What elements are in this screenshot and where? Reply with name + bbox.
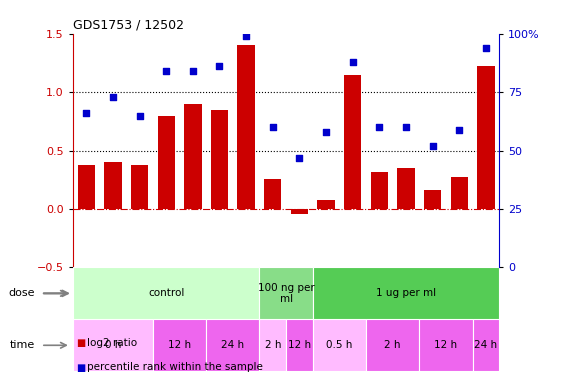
Text: 12 h: 12 h <box>288 340 311 350</box>
Bar <box>237 45 255 209</box>
Text: 2 h: 2 h <box>384 340 401 350</box>
Bar <box>450 177 468 209</box>
Bar <box>472 320 499 371</box>
Point <box>481 45 490 51</box>
Bar <box>313 320 366 371</box>
Text: 1 ug per ml: 1 ug per ml <box>376 288 436 298</box>
Point <box>402 124 411 130</box>
Point <box>295 154 304 160</box>
Bar <box>73 267 259 320</box>
Point <box>215 63 224 69</box>
Point <box>135 112 144 118</box>
Point <box>268 124 277 130</box>
Point <box>82 110 91 116</box>
Bar <box>104 162 122 209</box>
Bar <box>131 165 148 209</box>
Text: GDS1753 / 12502: GDS1753 / 12502 <box>73 18 184 31</box>
Text: 100 ng per
ml: 100 ng per ml <box>257 283 315 304</box>
Text: 24 h: 24 h <box>475 340 498 350</box>
Point <box>321 129 330 135</box>
Text: 0 h: 0 h <box>105 340 121 350</box>
Bar <box>366 320 420 371</box>
Bar <box>184 104 201 209</box>
Text: percentile rank within the sample: percentile rank within the sample <box>87 363 263 372</box>
Bar <box>286 320 313 371</box>
Text: 2 h: 2 h <box>265 340 281 350</box>
Bar <box>397 168 415 209</box>
Bar <box>344 75 361 209</box>
Bar <box>313 267 499 320</box>
Bar <box>259 267 313 320</box>
Text: 12 h: 12 h <box>434 340 458 350</box>
Bar <box>158 116 175 209</box>
Point <box>428 143 437 149</box>
Text: log2 ratio: log2 ratio <box>87 338 137 348</box>
Point <box>242 33 251 39</box>
Bar <box>73 320 153 371</box>
Point <box>348 59 357 65</box>
Text: 12 h: 12 h <box>168 340 191 350</box>
Text: dose: dose <box>8 288 35 298</box>
Bar <box>420 320 472 371</box>
Bar <box>211 110 228 209</box>
Bar <box>424 190 442 209</box>
Text: control: control <box>148 288 185 298</box>
Text: ■: ■ <box>76 338 85 348</box>
Point <box>188 68 197 74</box>
Bar <box>153 320 206 371</box>
Point <box>108 94 117 100</box>
Text: time: time <box>10 340 35 350</box>
Bar <box>371 172 388 209</box>
Point <box>455 126 464 132</box>
Bar <box>477 66 495 209</box>
Point <box>375 124 384 130</box>
Bar <box>206 320 259 371</box>
Text: 0.5 h: 0.5 h <box>326 340 353 350</box>
Bar <box>259 320 286 371</box>
Bar <box>77 165 95 209</box>
Text: 24 h: 24 h <box>221 340 245 350</box>
Bar <box>264 178 282 209</box>
Bar <box>318 200 335 209</box>
Text: ■: ■ <box>76 363 85 372</box>
Point <box>162 68 171 74</box>
Bar <box>291 209 308 214</box>
